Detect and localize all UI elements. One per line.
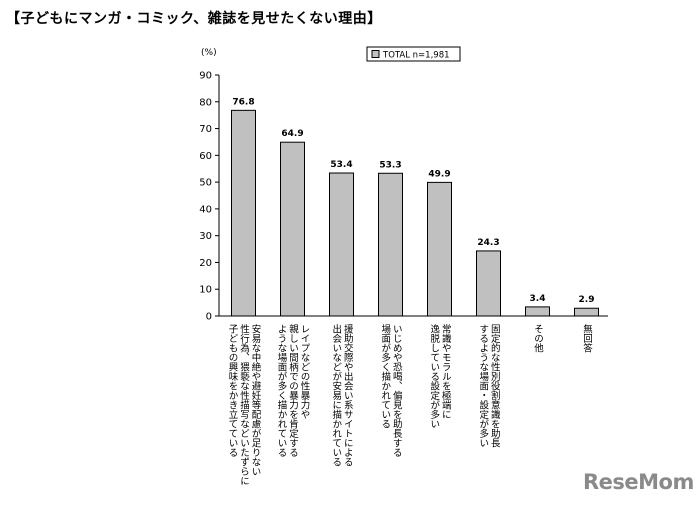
legend-swatch (371, 50, 380, 58)
data-label: 53.3 (379, 160, 401, 170)
brand-logo: ReseMom (583, 470, 694, 494)
y-tick-label: 80 (199, 97, 212, 108)
data-label: 53.4 (330, 160, 352, 170)
x-tick-label: 援助交際や出会い系サイトによる (342, 323, 354, 466)
page-title: 【子どもにマンガ・コミック、雑誌を見せたくない理由】 (6, 11, 382, 27)
y-tick-label: 0 (206, 312, 212, 323)
legend-box (366, 46, 461, 62)
x-tick-label: 常識やモラルを極端に (440, 323, 452, 419)
y-tick-label: 60 (199, 151, 212, 162)
data-label: 3.4 (530, 294, 546, 304)
y-tick-label: 70 (199, 124, 212, 135)
y-tick-label: 10 (199, 285, 212, 296)
bar (427, 181, 452, 317)
y-tick-label: 90 (199, 71, 212, 82)
x-tick-label: 親しい間柄での暴力を肯定する (287, 323, 299, 457)
data-label: 24.3 (477, 238, 499, 248)
x-tick-label: いじめや恐喝、偏見を助長する (391, 324, 403, 457)
y-tick-label: 30 (199, 231, 212, 242)
x-tick-label: 性行為、猥褻な性描写などいたずらに (238, 323, 250, 485)
data-label: 64.9 (281, 129, 303, 139)
x-tick-label: その他 (532, 324, 544, 353)
y-unit-label: (%) (201, 48, 217, 58)
data-label: 49.9 (428, 169, 450, 179)
x-tick-label: 無回答 (581, 323, 593, 353)
y-tick-label: 40 (199, 204, 212, 215)
bar (280, 141, 305, 317)
x-tick-label: 場面が多く描かれている (379, 323, 391, 428)
x-tick-label: 出会いなどが安易に描かれている (330, 323, 342, 466)
y-tick-label: 50 (199, 178, 212, 189)
x-tick-label: ような場面が多く描かれている (276, 324, 288, 457)
bar (329, 172, 354, 317)
bar (231, 109, 256, 317)
bar (574, 307, 599, 317)
x-tick-label: 子どもの興味をかき立てている (227, 324, 239, 457)
x-tick-label: 固定的な性別役割意識を助長 (489, 324, 501, 448)
bar (476, 250, 501, 317)
legend-label: TOTAL n=1,981 (382, 51, 450, 61)
y-tick-label: 20 (199, 258, 212, 269)
bar (378, 172, 403, 317)
x-tick-label: するような場面・設定が多い (477, 324, 489, 448)
data-label: 76.8 (232, 97, 254, 107)
x-tick-label: レイプなどの性暴力や (299, 324, 311, 419)
data-label: 2.9 (579, 295, 595, 305)
x-tick-label: 安易な中絶や避妊等配慮が足りない (250, 323, 262, 476)
x-tick-label: 逸脱している設定が多い (428, 324, 440, 429)
bar (525, 306, 550, 317)
